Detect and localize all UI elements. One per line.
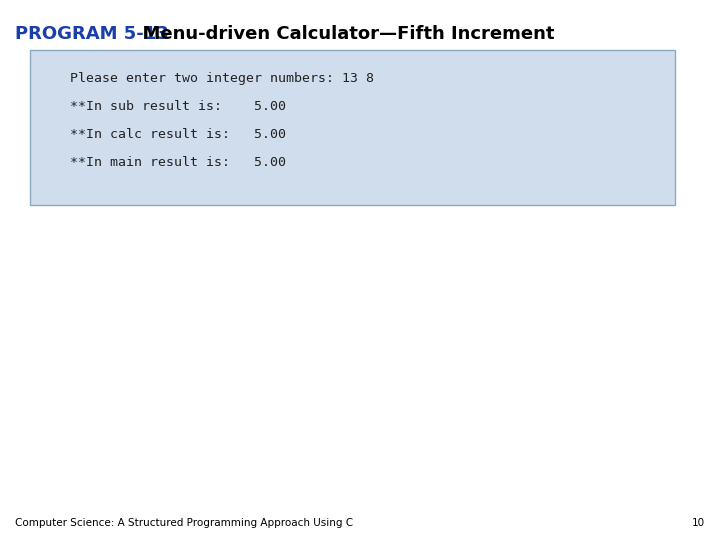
Text: **In main result is:   5.00: **In main result is: 5.00	[70, 156, 286, 169]
Text: Menu-driven Calculator—Fifth Increment: Menu-driven Calculator—Fifth Increment	[130, 25, 554, 43]
Text: 10: 10	[692, 518, 705, 528]
Text: Please enter two integer numbers: 13 8: Please enter two integer numbers: 13 8	[70, 72, 374, 85]
Text: **In sub result is:    5.00: **In sub result is: 5.00	[70, 100, 286, 113]
Text: Computer Science: A Structured Programming Approach Using C: Computer Science: A Structured Programmi…	[15, 518, 353, 528]
FancyBboxPatch shape	[30, 50, 675, 205]
Text: PROGRAM 5-13: PROGRAM 5-13	[15, 25, 168, 43]
Text: **In calc result is:   5.00: **In calc result is: 5.00	[70, 128, 286, 141]
